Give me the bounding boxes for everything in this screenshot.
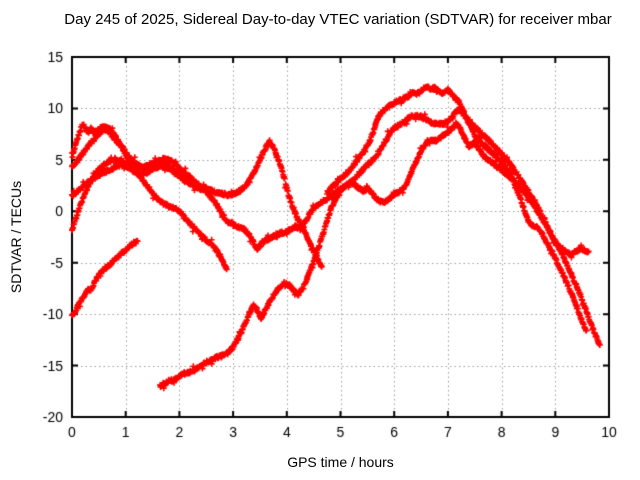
x-axis-label: GPS time / hours (287, 454, 394, 470)
y-axis-label: SDTVAR / TECUs (8, 180, 24, 294)
chart-title: Day 245 of 2025, Sidereal Day-to-day VTE… (64, 11, 612, 28)
